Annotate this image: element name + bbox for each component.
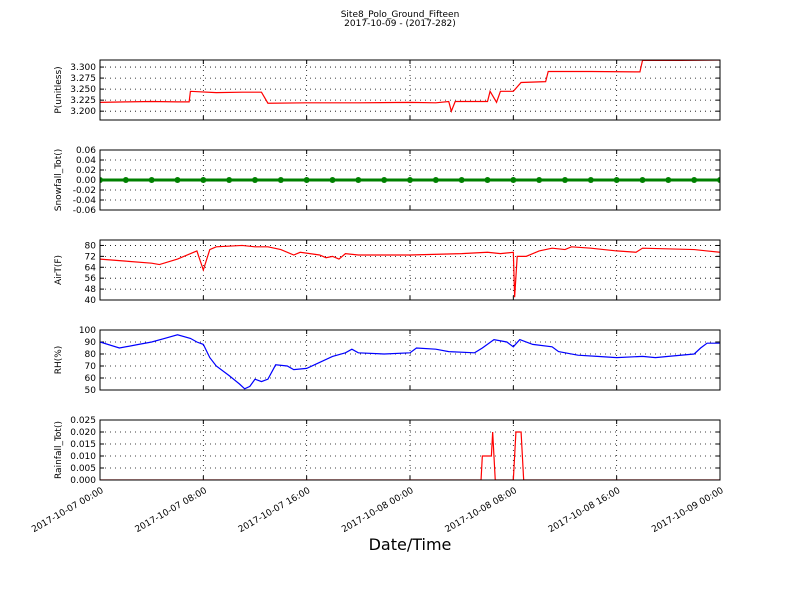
data-point: [100, 177, 103, 183]
data-point: [691, 177, 698, 183]
data-point: [226, 177, 233, 183]
series: [100, 177, 720, 183]
y-axis-label: Snowfall_Tot(): [54, 149, 64, 212]
axes-frame: [99, 239, 721, 301]
data-point: [562, 177, 568, 183]
y-tick-label: 48: [85, 285, 97, 295]
axes-frame: [99, 149, 721, 211]
figure-title: Site8_Polo_Ground_Fifteen: [341, 10, 460, 20]
y-tick-label: 50: [85, 386, 97, 396]
y-tick-label: 3.250: [70, 85, 96, 95]
data-point: [717, 177, 720, 183]
data-point: [536, 177, 543, 183]
y-tick-label: 0.020: [70, 428, 96, 438]
axes-frame: [99, 419, 721, 481]
data-point: [613, 177, 620, 183]
y-tick-label: 90: [85, 338, 97, 348]
data-line: [100, 60, 720, 114]
x-axis-label: Date/Time: [369, 535, 452, 554]
y-axis-label: RH(%): [54, 346, 64, 375]
data-point: [381, 177, 388, 183]
data-point: [587, 177, 594, 183]
data-point: [355, 177, 362, 183]
data-point: [303, 177, 310, 183]
data-point: [148, 177, 155, 183]
y-tick-label: 3.225: [70, 96, 96, 106]
series: [100, 60, 720, 114]
data-line: [100, 431, 720, 480]
y-tick-label: 0.06: [76, 146, 96, 156]
y-axis-label: AirT(F): [54, 255, 64, 285]
y-tick-label: 0.025: [70, 416, 96, 426]
y-tick-label: 0.04: [76, 156, 96, 166]
y-tick-label: 80: [85, 241, 97, 251]
y-axis-label: Rainfall_Tot(): [54, 421, 64, 479]
y-tick-label: 0.010: [70, 452, 96, 462]
y-tick-label: 100: [79, 326, 96, 336]
data-point: [639, 177, 646, 183]
y-tick-label: 0.00: [76, 176, 96, 186]
y-tick-label: 40: [85, 296, 97, 306]
y-tick-label: 0.02: [76, 166, 96, 176]
data-point: [329, 177, 336, 183]
figure-subtitle: 2017-10-09 - (2017-282): [344, 19, 456, 29]
data-point: [510, 177, 517, 183]
y-axis-label: P(unitless): [54, 66, 64, 113]
data-point: [458, 177, 465, 183]
data-point: [432, 177, 439, 183]
y-tick-label: 0.000: [70, 476, 96, 486]
y-tick-label: 3.200: [70, 107, 96, 117]
y-tick-label: 56: [85, 274, 97, 284]
y-tick-label: 60: [85, 374, 97, 384]
y-tick-label: 80: [85, 350, 97, 360]
series: [100, 334, 720, 390]
data-line: [100, 244, 720, 298]
y-tick-label: -0.04: [73, 196, 97, 206]
y-tick-label: 3.275: [70, 74, 96, 84]
y-tick-label: 3.300: [70, 63, 96, 73]
data-point: [277, 177, 284, 183]
data-point: [407, 177, 413, 183]
data-point: [252, 177, 258, 183]
axes-frame: [99, 329, 721, 391]
y-tick-label: 72: [85, 252, 96, 262]
data-point: [200, 177, 207, 183]
y-tick-label: 64: [85, 263, 97, 273]
data-line: [100, 334, 720, 390]
data-point: [484, 177, 491, 183]
y-tick-label: 0.005: [70, 464, 96, 474]
y-tick-label: -0.06: [73, 206, 97, 216]
series: [100, 244, 720, 298]
data-point: [122, 177, 129, 183]
data-point: [174, 177, 181, 183]
y-tick-label: -0.02: [73, 186, 96, 196]
y-tick-label: 70: [85, 362, 97, 372]
data-point: [665, 177, 672, 183]
y-tick-label: 0.015: [70, 440, 96, 450]
axes-frame: [99, 59, 721, 121]
series: [100, 431, 720, 480]
